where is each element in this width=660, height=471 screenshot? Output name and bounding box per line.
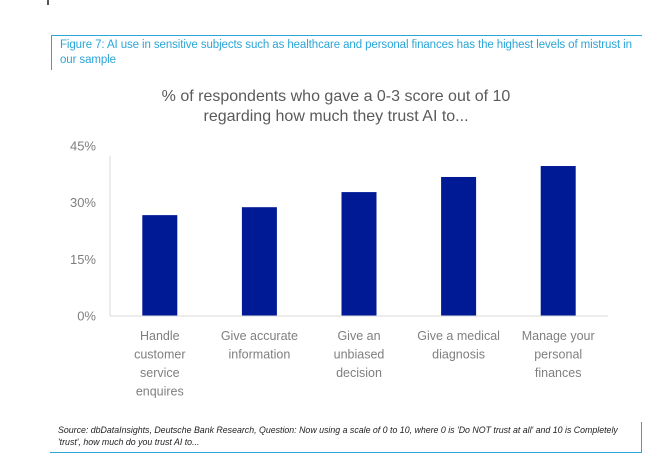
x-tick-label: Handle customer service enquires <box>134 329 185 399</box>
x-axis: Handle customer service enquires Give accura… <box>110 315 608 399</box>
source-box: Source: dbDataInsights, Deutsche Bank Re… <box>50 422 642 453</box>
bar <box>142 215 178 316</box>
y-axis: 0% 15% 30% 45% <box>70 139 111 324</box>
x-tick-label: Manage your personal finances <box>522 329 595 380</box>
y-tick-label: 15% <box>70 252 96 267</box>
chart-title: % of respondents who gave a 0-3 score ou… <box>110 87 562 127</box>
scan-artifact <box>47 0 49 5</box>
bar <box>441 176 477 316</box>
figure-heading-box: Figure 7: AI use in sensitive subjects s… <box>51 35 642 70</box>
chart-title-line-1: % of respondents who gave a 0-3 score ou… <box>161 88 511 105</box>
bars <box>142 166 576 316</box>
x-tick-label: Give an unbiased decision <box>334 329 385 380</box>
chart-title-line-2: regarding how much they trust AI to... <box>203 108 469 125</box>
source-note: Source: dbDataInsights, Deutsche Bank Re… <box>58 425 618 447</box>
y-tick-label: 0% <box>77 309 96 324</box>
bar <box>241 207 277 316</box>
y-tick-label: 45% <box>70 139 96 154</box>
x-tick-label: Give a medical diagnosis <box>417 329 500 362</box>
x-tick-label: Give accurate information <box>221 329 298 362</box>
y-tick-label: 30% <box>70 195 96 210</box>
bar <box>341 192 377 316</box>
figure-heading: Figure 7: AI use in sensitive subjects s… <box>60 39 632 66</box>
bar <box>540 166 576 316</box>
